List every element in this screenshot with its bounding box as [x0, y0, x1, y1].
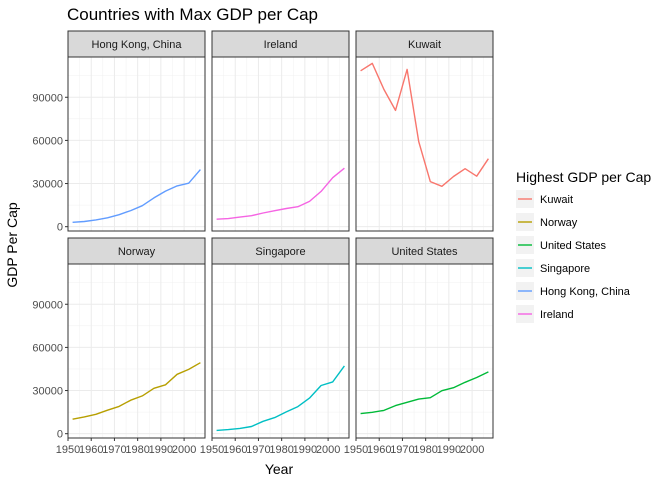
x-tick-label: 1960: [367, 444, 391, 456]
series-line-norway: [72, 362, 201, 420]
y-tick-label: 0: [57, 429, 63, 441]
x-tick-label: 1960: [223, 444, 247, 456]
x-tick-label: 2000: [460, 444, 484, 456]
y-tick-label: 60000: [32, 342, 63, 354]
legend-label-united-states: United States: [540, 240, 607, 252]
strip-singapore: [211, 237, 350, 265]
chart-title: Countries with Max GDP per Cap: [67, 5, 318, 24]
x-tick-label: 1980: [125, 444, 149, 456]
panel-border: [67, 263, 206, 439]
panel-border: [355, 56, 494, 232]
y-tick-label: 30000: [32, 179, 63, 191]
legend-label-norway: Norway: [540, 217, 578, 229]
x-tick-label: 1950: [56, 444, 80, 456]
strip-label-kuwait: Kuwait: [408, 39, 441, 51]
legend-label-singapore: Singapore: [540, 263, 590, 275]
panel-ireland: Ireland: [211, 30, 350, 232]
strip-label-ireland: Ireland: [264, 39, 298, 51]
strip-kuwait: [355, 30, 494, 58]
x-tick-label: 1970: [390, 444, 414, 456]
x-tick-label: 1980: [413, 444, 437, 456]
strip-norway: [67, 237, 206, 265]
panel-hong-kong-china: Hong Kong, China 0 30000 60000 90000: [32, 30, 206, 234]
x-tick-label: 1980: [269, 444, 293, 456]
legend-label-hong-kong-china: Hong Kong, China: [540, 286, 631, 298]
legend: Highest GDP per Cap Kuwait Norway United S…: [516, 169, 651, 323]
strip-label-singapore: Singapore: [255, 246, 305, 258]
x-tick-label: 1960: [79, 444, 103, 456]
legend-title: Highest GDP per Cap: [516, 169, 651, 185]
y-tick-label: 90000: [32, 92, 63, 104]
y-tick-label: 90000: [32, 299, 63, 311]
y-tick-label: 30000: [32, 386, 63, 398]
strip-label-hong-kong-china: Hong Kong, China: [92, 39, 183, 51]
legend-label-ireland: Ireland: [540, 309, 574, 321]
legend-label-kuwait: Kuwait: [540, 194, 573, 206]
x-tick-label: 1990: [149, 444, 173, 456]
panel-border: [211, 263, 350, 439]
panel-border: [211, 56, 350, 232]
strip-label-united-states: United States: [391, 246, 458, 258]
x-tick-label: 2000: [172, 444, 196, 456]
panel-kuwait: Kuwait: [355, 30, 494, 232]
series-line-hong-kong-china: [72, 169, 201, 223]
strip-hong-kong-china: [67, 30, 206, 58]
x-tick-label: 1970: [102, 444, 126, 456]
panel-border: [67, 56, 206, 232]
strip-label-norway: Norway: [118, 246, 156, 258]
x-tick-label: 1950: [200, 444, 224, 456]
x-axis-title: Year: [265, 461, 294, 477]
y-tick-label: 0: [57, 222, 63, 234]
x-tick-label: 1990: [293, 444, 317, 456]
series-line-ireland: [216, 167, 345, 220]
x-tick-label: 1990: [437, 444, 461, 456]
x-tick-label: 1950: [344, 444, 368, 456]
y-axis-title: GDP Per Cap: [4, 202, 20, 288]
panel-norway: Norway 0 30000 60000 90000 195019601970198019…: [32, 237, 206, 456]
series-line-kuwait: [360, 62, 489, 188]
series-line-united-states: [360, 371, 489, 415]
x-tick-label: 1970: [246, 444, 270, 456]
panel-border: [355, 263, 494, 439]
series-line-singapore: [216, 365, 345, 432]
y-tick-label: 60000: [32, 135, 63, 147]
strip-united-states: [355, 237, 494, 265]
x-tick-label: 2000: [316, 444, 340, 456]
facet-panels: Hong Kong, China 0 30000 60000 90000 Ireland K…: [32, 30, 494, 456]
